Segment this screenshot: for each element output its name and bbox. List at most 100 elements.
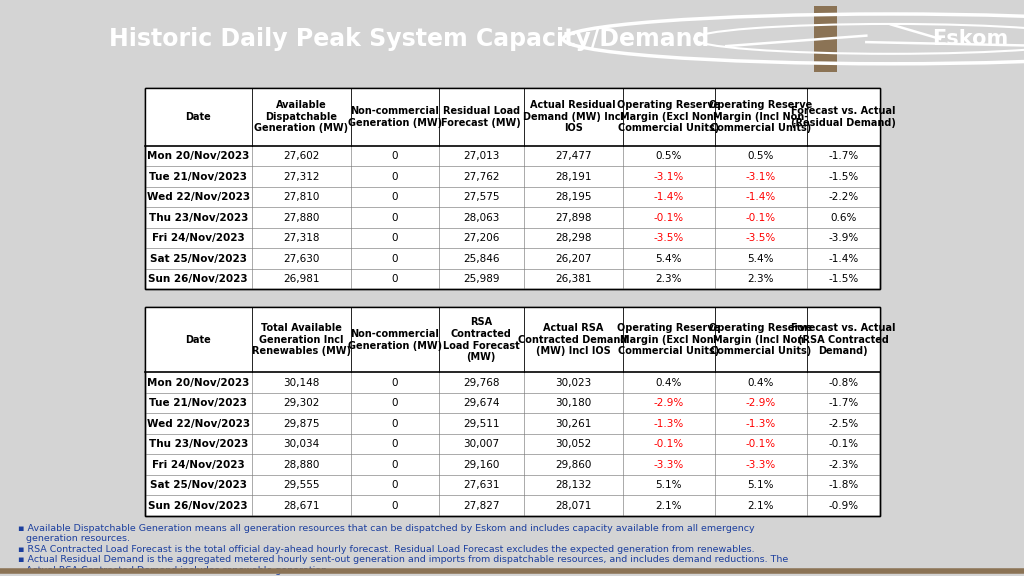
Text: 5.4%: 5.4% [748, 253, 774, 263]
Text: -3.1%: -3.1% [653, 172, 684, 181]
Text: 29,511: 29,511 [463, 419, 500, 429]
Text: Operating Reserve
Margin (Excl Non-
Commercial Units): Operating Reserve Margin (Excl Non- Comm… [617, 323, 720, 357]
Text: 30,052: 30,052 [555, 439, 591, 449]
Text: -0.1%: -0.1% [745, 213, 775, 222]
Text: 30,023: 30,023 [555, 377, 591, 388]
Text: 28,132: 28,132 [555, 480, 592, 490]
Text: Forecast vs. Actual
(RSA Contracted
Demand): Forecast vs. Actual (RSA Contracted Dema… [791, 323, 896, 357]
Bar [145, 88, 880, 146]
Text: 0.4%: 0.4% [748, 377, 774, 388]
Text: Operating Reserve
Margin (Incl Non-
Commercial Units): Operating Reserve Margin (Incl Non- Comm… [709, 323, 812, 357]
Text: 29,302: 29,302 [283, 398, 319, 408]
Text: 0: 0 [391, 377, 398, 388]
Text: 28,195: 28,195 [555, 192, 592, 202]
Text: Mon 20/Nov/2023: Mon 20/Nov/2023 [147, 151, 250, 161]
Text: 27,762: 27,762 [463, 172, 500, 181]
Text: Available
Dispatchable
Generation (MW): Available Dispatchable Generation (MW) [254, 100, 348, 134]
Text: 30,261: 30,261 [555, 419, 591, 429]
Text: 0: 0 [391, 253, 398, 263]
Text: -1.3%: -1.3% [745, 419, 776, 429]
Text: 0: 0 [391, 501, 398, 510]
Text: 27,631: 27,631 [463, 480, 500, 490]
Text: 29,875: 29,875 [283, 419, 319, 429]
Text: 0.6%: 0.6% [830, 213, 856, 222]
Text: 28,298: 28,298 [555, 233, 592, 243]
Text: Forecast vs. Actual
(Residual Demand): Forecast vs. Actual (Residual Demand) [791, 106, 896, 127]
Text: 0: 0 [391, 233, 398, 243]
Text: 0.5%: 0.5% [748, 151, 774, 161]
Text: Actual RSA
Contracted Demand
(MW) Incl IOS: Actual RSA Contracted Demand (MW) Incl I… [518, 323, 628, 357]
Text: 30,007: 30,007 [463, 439, 500, 449]
Text: 27,810: 27,810 [283, 192, 319, 202]
Text: 0.4%: 0.4% [655, 377, 682, 388]
Text: 28,671: 28,671 [283, 501, 319, 510]
Text: Actual RSA Contracted Demand includes renewable generation.: Actual RSA Contracted Demand includes re… [26, 566, 330, 575]
Text: -3.3%: -3.3% [653, 460, 684, 469]
Text: Sat 25/Nov/2023: Sat 25/Nov/2023 [150, 480, 247, 490]
Text: 26,207: 26,207 [555, 253, 591, 263]
Text: 27,602: 27,602 [283, 151, 319, 161]
Text: -1.5%: -1.5% [828, 274, 858, 284]
Text: 27,630: 27,630 [283, 253, 319, 263]
Text: generation resources.: generation resources. [26, 535, 130, 543]
Text: 0: 0 [391, 439, 398, 449]
Text: 0.5%: 0.5% [655, 151, 682, 161]
Text: -2.9%: -2.9% [745, 398, 776, 408]
Text: 29,674: 29,674 [463, 398, 500, 408]
Bar [145, 307, 880, 516]
Text: 0: 0 [391, 460, 398, 469]
Text: Wed 22/Nov/2023: Wed 22/Nov/2023 [146, 192, 250, 202]
Text: -1.4%: -1.4% [745, 192, 776, 202]
Text: 28,880: 28,880 [283, 460, 319, 469]
Text: 25,989: 25,989 [463, 274, 500, 284]
Text: Non-commercial
Generation (MW): Non-commercial Generation (MW) [348, 329, 442, 351]
Text: 27,013: 27,013 [463, 151, 500, 161]
Text: -0.1%: -0.1% [828, 439, 858, 449]
Bar [145, 307, 880, 372]
Text: 0: 0 [391, 192, 398, 202]
Text: 30,148: 30,148 [283, 377, 319, 388]
Text: -0.1%: -0.1% [653, 213, 684, 222]
Text: Date: Date [185, 335, 211, 345]
Bar [145, 88, 880, 289]
Text: 30,180: 30,180 [555, 398, 591, 408]
Text: 30,034: 30,034 [283, 439, 319, 449]
Text: 29,555: 29,555 [283, 480, 319, 490]
Text: ▪ Actual Residual Demand is the aggregated metered hourly sent-out generation an: ▪ Actual Residual Demand is the aggregat… [18, 555, 788, 564]
Text: 27,477: 27,477 [555, 151, 592, 161]
Text: 29,860: 29,860 [555, 460, 591, 469]
Bar [145, 88, 880, 289]
Text: 25,846: 25,846 [463, 253, 500, 263]
Text: 27,206: 27,206 [463, 233, 500, 243]
Text: 0: 0 [391, 213, 398, 222]
Text: 2.1%: 2.1% [748, 501, 774, 510]
Text: -3.5%: -3.5% [745, 233, 776, 243]
Text: Residual Load
Forecast (MW): Residual Load Forecast (MW) [441, 106, 521, 127]
Text: Fri 24/Nov/2023: Fri 24/Nov/2023 [152, 460, 245, 469]
Text: Historic Daily Peak System Capacity/Demand: Historic Daily Peak System Capacity/Dema… [110, 27, 710, 51]
Text: RSA
Contracted
Load Forecast
(MW): RSA Contracted Load Forecast (MW) [443, 317, 519, 362]
Text: Sat 25/Nov/2023: Sat 25/Nov/2023 [150, 253, 247, 263]
Text: 2.3%: 2.3% [748, 274, 774, 284]
Text: 0: 0 [391, 480, 398, 490]
Text: Actual Residual
Demand (MW) Incl
IOS: Actual Residual Demand (MW) Incl IOS [522, 100, 624, 134]
Text: 0: 0 [391, 274, 398, 284]
Text: ▪ Available Dispatchable Generation means all generation resources that can be d: ▪ Available Dispatchable Generation mean… [18, 524, 755, 533]
Text: Non-commercial
Generation (MW): Non-commercial Generation (MW) [348, 106, 442, 127]
Text: 5.4%: 5.4% [655, 253, 682, 263]
Text: -0.9%: -0.9% [828, 501, 858, 510]
Text: Operating Reserve
Margin (Excl Non-
Commercial Units): Operating Reserve Margin (Excl Non- Comm… [617, 100, 720, 134]
FancyBboxPatch shape [814, 6, 837, 71]
Text: 2.3%: 2.3% [655, 274, 682, 284]
Text: 27,312: 27,312 [283, 172, 319, 181]
Text: 0: 0 [391, 419, 398, 429]
Text: Thu 23/Nov/2023: Thu 23/Nov/2023 [148, 439, 248, 449]
Text: Date: Date [185, 112, 211, 122]
Text: Eskom: Eskom [932, 29, 1008, 49]
Text: -0.1%: -0.1% [653, 439, 684, 449]
Text: 27,880: 27,880 [283, 213, 319, 222]
Text: -0.8%: -0.8% [828, 377, 858, 388]
Text: 0: 0 [391, 151, 398, 161]
Text: Operating Reserve
Margin (Incl Non-
Commercial Units): Operating Reserve Margin (Incl Non- Comm… [709, 100, 812, 134]
Text: 26,381: 26,381 [555, 274, 592, 284]
